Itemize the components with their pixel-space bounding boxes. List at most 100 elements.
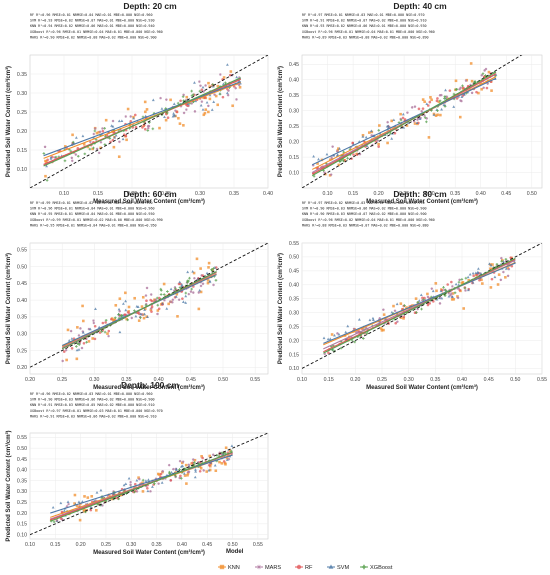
panel-title: Depth: 80 cm [393,189,447,199]
data-point [184,294,188,298]
data-point [182,124,185,127]
stat-line: KNN R²=0.93 RMSE=0.02 NRMSE=0.06 MAE=0.0… [302,24,427,28]
data-point [416,118,419,121]
data-point [445,95,449,98]
y-axis-label: Predicted Soil Water Content (cm³/cm³) [5,66,12,177]
data-point [149,298,152,302]
data-point [77,348,81,351]
data-point [159,287,163,291]
stat-line: RF R²=0.97 RMSE=0.02 NRMSE=0.03 MAE=0.01… [302,201,424,205]
data-point [106,494,110,498]
data-point [222,76,226,79]
data-point [198,80,201,83]
data-point [82,319,85,323]
data-point [205,271,209,275]
data-point [143,312,146,316]
data-point [361,133,365,137]
data-point [203,111,207,115]
data-point [100,330,104,333]
x-tick-label: 0.15 [93,191,103,197]
data-point [502,270,505,274]
data-point [70,159,74,163]
data-point [438,94,442,97]
data-point [177,298,181,302]
data-point [312,174,316,178]
data-point [403,304,406,307]
data-point [421,296,424,300]
fit-line [43,81,241,159]
y-tick-label: 0.50 [17,446,27,452]
y-tick-label: 0.15 [17,522,27,528]
data-point [121,137,125,141]
data-point [377,128,381,132]
data-point [484,74,487,77]
y-tick-label: 0.50 [289,255,299,261]
data-point [198,288,202,292]
data-point [483,69,486,72]
data-point [480,87,483,91]
data-point [222,460,226,463]
data-point [326,337,330,341]
data-point [190,102,193,105]
legend-item: XGBoost [360,564,393,571]
data-point [145,286,149,290]
y-tick-label: 0.30 [17,331,27,337]
data-point [182,472,186,475]
data-point [161,302,164,305]
data-point [117,155,121,159]
data-point [329,173,333,176]
data-point [110,124,114,127]
data-point [141,313,145,316]
data-point [456,296,460,300]
data-point [80,346,84,350]
data-point [506,274,510,278]
data-point [352,153,355,156]
data-point [143,308,147,311]
data-point [454,282,458,286]
y-tick-label: 0.20 [17,511,27,517]
x-axis-label: Measured Soil Water Content (cm³/cm³) [366,198,478,205]
data-point [468,272,472,276]
data-point [118,297,122,300]
data-point [103,143,107,146]
y-tick-label: 0.20 [289,338,299,344]
data-point [150,485,154,488]
y-tick-label: 0.35 [17,478,27,484]
data-point [380,329,384,332]
x-tick-label: 0.45 [202,542,212,548]
data-point [159,96,162,100]
data-point [49,155,53,159]
data-point [104,321,107,324]
x-tick-label: 0.40 [476,191,486,197]
fit-line [61,271,217,350]
data-point [101,504,104,507]
data-point [113,135,116,139]
data-point [126,318,129,322]
data-point [141,490,145,493]
data-point [354,331,358,334]
data-point [473,80,477,83]
data-point [478,278,481,282]
data-point [336,153,340,156]
data-point [506,266,510,270]
data-point [121,302,125,305]
y-axis-label: Predicted Soil Water Content (cm³/cm³) [277,253,284,364]
data-point [74,153,78,156]
x-tick-label: 0.15 [324,377,334,383]
data-point [470,79,474,83]
data-point [342,150,345,154]
data-point [140,313,144,316]
data-point [367,131,371,134]
data-point [101,321,105,325]
x-tick-label: 0.40 [263,191,273,197]
data-point [129,480,132,484]
data-point [133,490,136,494]
data-point [469,83,472,87]
data-point [54,155,58,159]
data-point [202,469,206,472]
data-point [489,286,493,289]
data-point [475,90,478,94]
y-tick-label: 0.20 [289,139,299,145]
data-point [432,113,436,116]
data-point [197,307,201,311]
